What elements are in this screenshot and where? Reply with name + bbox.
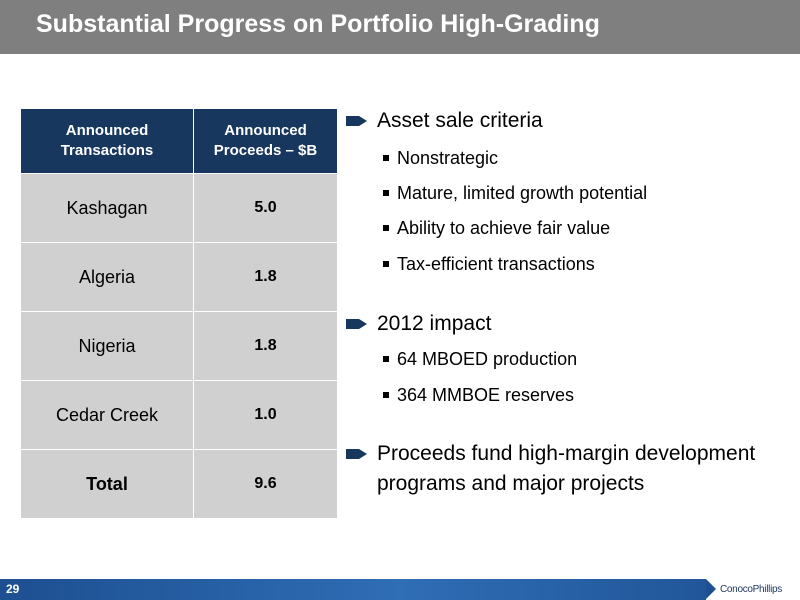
- total-value: 9.6: [193, 449, 338, 519]
- transaction-proceeds: 1.0: [193, 380, 338, 450]
- company-logo: ConocoPhillips: [706, 579, 800, 600]
- table-row: Nigeria 1.8: [20, 311, 338, 381]
- square-bullet-icon: [383, 225, 389, 231]
- header-proceeds-line2: Proceeds – $B: [213, 142, 318, 159]
- sub-bullet-text: 364 MMBOE reserves: [397, 385, 575, 405]
- transaction-name: Kashagan: [20, 173, 194, 243]
- logo-chevron-icon: [706, 579, 716, 599]
- transaction-name: Nigeria: [20, 311, 194, 381]
- transaction-proceeds: 5.0: [193, 173, 338, 243]
- bullet-text: Asset sale criteria: [377, 109, 543, 132]
- transactions-table: Announced Transactions Announced Proceed…: [20, 108, 338, 519]
- table-row: Cedar Creek 1.0: [20, 380, 338, 450]
- header-transactions-line1: Announced: [65, 122, 149, 139]
- square-bullet-icon: [383, 190, 389, 196]
- logo-text: ConocoPhillips: [720, 584, 782, 595]
- right-arrow-icon: [346, 449, 367, 459]
- sub-bullet-text: Nonstrategic: [397, 148, 499, 168]
- sub-bullet-text: Tax-efficient transactions: [397, 254, 595, 274]
- square-bullet-icon: [383, 261, 389, 267]
- table-row: Kashagan 5.0: [20, 173, 338, 243]
- header-transactions: Announced Transactions: [20, 108, 194, 174]
- bullet-list: Asset sale criteria Nonstrategic Mature,…: [346, 0, 796, 560]
- square-bullet-icon: [383, 155, 389, 161]
- square-bullet-icon: [383, 392, 389, 398]
- footer-bar: 29 ConocoPhillips: [0, 579, 800, 600]
- page-number: 29: [6, 582, 20, 596]
- table-total-row: Total 9.6: [20, 449, 338, 519]
- table-row: Algeria 1.8: [20, 242, 338, 312]
- slide-title: Substantial Progress on Portfolio High-G…: [36, 10, 600, 38]
- bullet-text-line1: Proceeds fund high-margin development: [377, 442, 756, 465]
- sub-bullet-text: Ability to achieve fair value: [397, 218, 611, 238]
- total-label: Total: [20, 449, 194, 519]
- bullet-text: 2012 impact: [377, 312, 492, 335]
- right-arrow-icon: [346, 116, 367, 126]
- bullet-text-line2: programs and major projects: [377, 472, 645, 495]
- sub-bullet-text: 64 MBOED production: [397, 349, 578, 369]
- sub-bullet-text: Mature, limited growth potential: [397, 183, 648, 203]
- right-arrow-icon: [346, 319, 367, 329]
- table-header-row: Announced Transactions Announced Proceed…: [20, 108, 338, 174]
- transaction-name: Cedar Creek: [20, 380, 194, 450]
- header-transactions-line2: Transactions: [60, 142, 154, 159]
- transaction-proceeds: 1.8: [193, 242, 338, 312]
- transaction-name: Algeria: [20, 242, 194, 312]
- transaction-proceeds: 1.8: [193, 311, 338, 381]
- header-proceeds: Announced Proceeds – $B: [193, 108, 338, 174]
- square-bullet-icon: [383, 356, 389, 362]
- header-proceeds-line1: Announced: [224, 122, 307, 139]
- title-bar: Substantial Progress on Portfolio High-G…: [0, 0, 800, 54]
